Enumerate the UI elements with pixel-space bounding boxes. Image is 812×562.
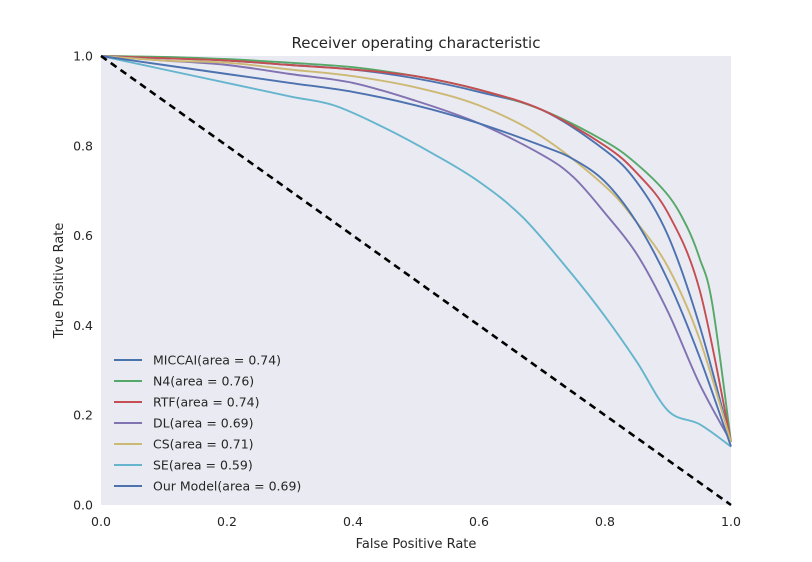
legend-label: CS(area = 0.71) xyxy=(153,437,254,452)
x-tick-label: 0.6 xyxy=(469,514,489,529)
y-tick-label: 1.0 xyxy=(73,49,93,64)
x-tick-label: 0.0 xyxy=(91,514,111,529)
x-tick-label: 1.0 xyxy=(721,514,741,529)
x-tick-label: 0.2 xyxy=(217,514,237,529)
legend-label: Our Model(area = 0.69) xyxy=(153,479,301,494)
legend-label: N4(area = 0.76) xyxy=(153,374,254,389)
legend: MICCAI(area = 0.74) N4(area = 0.76) RTF(ar… xyxy=(114,353,301,494)
x-axis-label: False Positive Rate xyxy=(356,537,477,552)
y-tick-label: 0.2 xyxy=(73,408,93,423)
series-line-4 xyxy=(100,55,732,443)
legend-label: DL(area = 0.69) xyxy=(153,416,253,431)
y-tick-label: 0.4 xyxy=(73,318,93,333)
series-line-5 xyxy=(100,55,732,448)
series-line-2 xyxy=(100,55,732,443)
legend-label: MICCAI(area = 0.74) xyxy=(153,353,281,368)
series-lines xyxy=(100,55,732,448)
diagonal-reference-line xyxy=(100,54,732,507)
chart-title: Receiver operating characteristic xyxy=(292,34,541,52)
legend-label: SE(area = 0.59) xyxy=(153,458,253,473)
series-line-6 xyxy=(100,55,732,447)
x-ticks: 0.0 0.2 0.4 0.6 0.8 1.0 xyxy=(91,514,741,529)
y-tick-label: 0.8 xyxy=(73,138,93,153)
y-tick-label: 0.0 xyxy=(73,498,93,513)
x-tick-label: 0.8 xyxy=(595,514,615,529)
y-tick-label: 0.6 xyxy=(73,228,93,243)
x-tick-label: 0.4 xyxy=(343,514,363,529)
y-axis-label: True Positive Rate xyxy=(52,223,67,340)
series-line-3 xyxy=(100,55,732,443)
y-ticks: 0.0 0.2 0.4 0.6 0.8 1.0 xyxy=(73,49,93,513)
legend-label: RTF(area = 0.74) xyxy=(153,395,259,410)
